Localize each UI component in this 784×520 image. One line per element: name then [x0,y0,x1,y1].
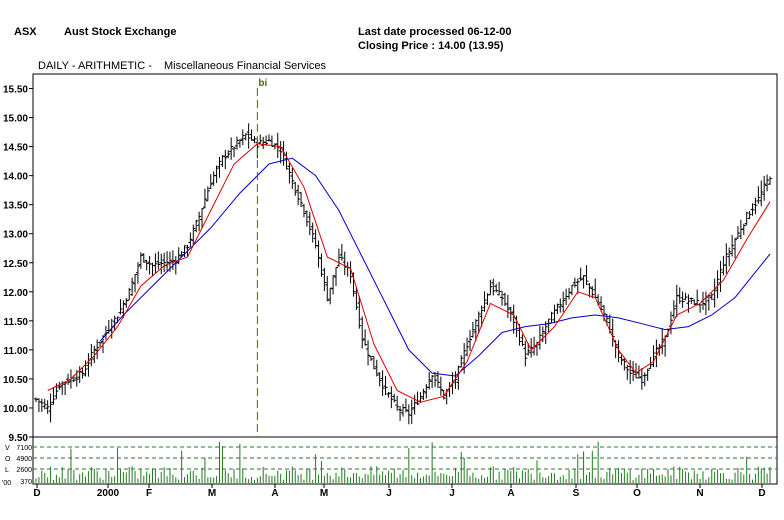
price-axis: 15.50 15.00 14.50 14.00 13.50 13.00 12.50 12.00… [3,85,33,444]
volume-panel-frame [32,436,778,485]
x-tick-label: D [33,488,40,499]
y-tick-label: 15.50 [3,85,28,96]
short-moving-average-line [47,143,771,403]
closing-price: Closing Price : 14.00 (13.95) [358,40,504,52]
y-tick-label: 9.50 [9,433,29,444]
last-date-processed: Last date processed 06-12-00 [358,26,512,38]
volume-tick-label: 7100 [16,445,32,452]
time-axis: D 2000 F M A M J J A S O N D [33,484,766,499]
x-tick-label: M [208,488,216,499]
volume-tick-label: 370 [20,479,32,486]
volume-axis-letter: L [5,467,9,474]
y-tick-label: 14.00 [3,172,28,183]
volume-grid: 7100 4900 2600 370 VOL '00 [2,445,777,487]
x-tick-label: F [146,488,152,499]
volume-unit-label: '00 [2,480,11,487]
y-tick-label: 12.50 [3,259,28,270]
exchange-name: Aust Stock Exchange [64,26,177,38]
y-tick-label: 13.50 [3,201,28,212]
x-tick-label: S [573,488,580,499]
volume-axis-letter: V [5,445,10,452]
x-tick-label: J [449,488,455,499]
y-tick-label: 13.00 [3,230,28,241]
x-tick-label: M [320,488,328,499]
x-tick-label: 2000 [97,488,120,499]
bi-marker-label: bi [258,78,267,89]
x-tick-label: A [507,488,514,499]
x-tick-label: D [758,488,765,499]
x-tick-label: J [386,488,392,499]
volume-tick-label: 4900 [16,456,32,463]
chart-mode: DAILY - ARITHMETIC - [38,60,152,72]
security-name: Miscellaneous Financial Services [164,60,327,72]
long-moving-average-line [99,157,771,377]
y-tick-label: 15.00 [3,114,28,125]
y-tick-label: 11.50 [4,317,29,328]
x-tick-label: A [271,488,278,499]
price-bars [34,123,772,425]
volume-axis-letter: O [5,456,11,463]
exchange-code: ASX [14,26,37,38]
x-tick-label: N [696,488,703,499]
y-tick-label: 10.50 [3,375,28,386]
volume-tick-label: 2600 [16,467,32,474]
y-tick-label: 12.00 [3,288,28,299]
x-tick-label: O [633,488,641,499]
y-tick-label: 14.50 [3,143,28,154]
price-panel-frame [32,73,778,438]
volume-bars [35,441,771,483]
y-tick-label: 11.00 [4,346,29,357]
y-tick-label: 10.00 [3,404,28,415]
